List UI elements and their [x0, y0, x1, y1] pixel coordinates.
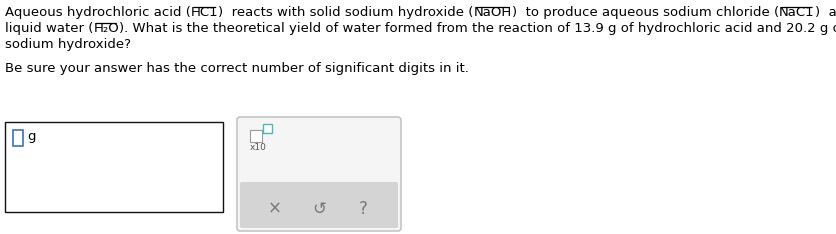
Bar [13, 130, 23, 146]
Text: ×: × [268, 200, 282, 218]
Bar [263, 124, 272, 133]
Text: )  reacts with solid sodium hydroxide (: ) reacts with solid sodium hydroxide ( [218, 6, 473, 19]
Text: ). What is the theoretical yield of water formed from the reaction of 13.9 g of : ). What is the theoretical yield of wate… [119, 22, 836, 35]
Text: NaOH: NaOH [473, 6, 512, 19]
Bar [250, 130, 262, 142]
Text: ↺: ↺ [312, 200, 325, 218]
Text: liquid water (: liquid water ( [5, 22, 94, 35]
Text: Aqueous hydrochloric acid (: Aqueous hydrochloric acid ( [5, 6, 191, 19]
Text: Be sure your answer has the correct number of significant digits in it.: Be sure your answer has the correct numb… [5, 62, 468, 75]
FancyBboxPatch shape [237, 117, 400, 231]
Text: sodium hydroxide?: sodium hydroxide? [5, 38, 131, 51]
Text: NaC1: NaC1 [778, 6, 814, 19]
FancyBboxPatch shape [240, 182, 398, 228]
Text: )  to produce aqueous sodium chloride (: ) to produce aqueous sodium chloride ( [512, 6, 778, 19]
Text: g: g [27, 130, 35, 143]
Text: )  and: ) and [814, 6, 836, 19]
Text: x10: x10 [250, 143, 267, 152]
Text: ?: ? [359, 200, 367, 218]
Bar [5, 122, 222, 212]
Text: HC1: HC1 [191, 6, 218, 19]
Text: H₂O: H₂O [94, 22, 119, 35]
